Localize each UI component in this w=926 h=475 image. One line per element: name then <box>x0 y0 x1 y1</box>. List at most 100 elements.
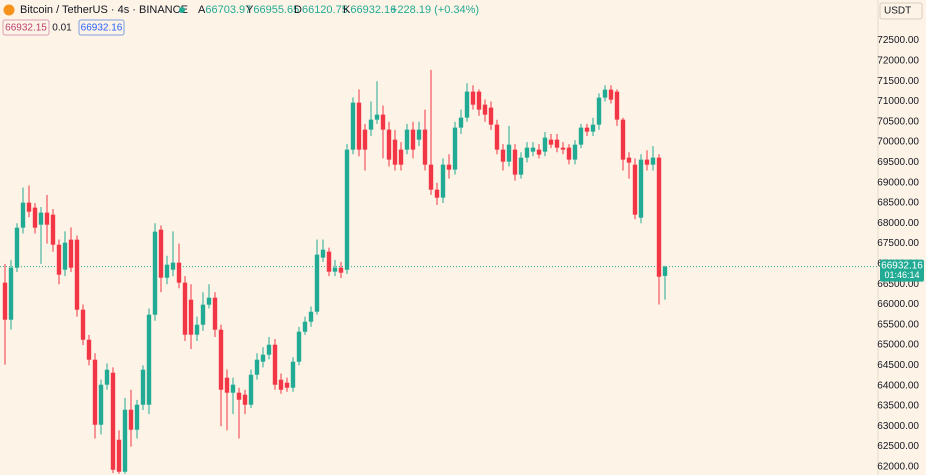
candle-body <box>500 149 506 162</box>
candle-body <box>374 114 380 120</box>
candle-body <box>512 149 518 175</box>
ohlc-value: 66120.75 <box>302 4 348 16</box>
ohlc-legend: A66703.97Y66955.65D66120.75K66932.16+228… <box>198 4 479 16</box>
candle-body <box>260 354 266 362</box>
candle-body <box>530 147 536 152</box>
candle-body <box>86 339 92 360</box>
candle-body <box>242 394 248 405</box>
candle-body <box>230 384 236 393</box>
candle-body <box>62 242 68 270</box>
y-tick-label: 69500.00 <box>877 157 919 168</box>
candle-body <box>224 377 230 393</box>
candle-body <box>590 124 596 132</box>
candle-body <box>404 129 410 150</box>
candle-body <box>446 164 452 170</box>
candle-body <box>440 164 446 198</box>
candle-body <box>488 107 494 125</box>
y-tick-label: 62000.00 <box>877 462 919 473</box>
y-tick-label: 64500.00 <box>877 360 919 371</box>
candle-body <box>92 359 98 425</box>
sell-box[interactable] <box>2 19 50 36</box>
candle-body <box>8 267 14 320</box>
candle-body <box>122 409 128 472</box>
candle-body <box>20 202 26 228</box>
ohlc-value: 66932.16 <box>350 4 396 16</box>
candle-body <box>254 359 260 375</box>
candle-body <box>116 439 122 472</box>
candle-body <box>506 144 512 162</box>
candle-body <box>266 344 272 355</box>
candle-body <box>656 157 662 277</box>
symbol-icon <box>3 4 15 16</box>
y-tick-label: 66500.00 <box>877 279 919 290</box>
candle-body <box>26 202 32 212</box>
candle-body <box>620 119 626 160</box>
y-tick-label: 65000.00 <box>877 340 919 351</box>
price-label: 66932.16 <box>881 260 923 271</box>
currency-label[interactable]: USDT <box>884 6 911 17</box>
candle-body <box>452 127 458 170</box>
candle-body <box>206 297 212 305</box>
candle-body <box>416 129 422 140</box>
status-dot <box>179 7 185 13</box>
candle-body <box>596 97 602 125</box>
ohlc-letter: D <box>294 4 302 16</box>
candle-body <box>74 239 80 310</box>
candle-body <box>464 91 470 118</box>
candle-body <box>470 91 476 105</box>
candle-body <box>128 409 134 430</box>
candle-body <box>200 304 206 325</box>
candle-body <box>194 324 200 335</box>
candle-body <box>542 137 548 152</box>
currency-button[interactable] <box>879 2 923 20</box>
candle-body <box>356 102 362 150</box>
y-tick-label: 71000.00 <box>877 96 919 107</box>
candle-body <box>518 157 524 175</box>
candle-body <box>332 267 338 272</box>
ohlc-item: K66932.16 <box>343 4 396 16</box>
candle-body <box>584 127 590 132</box>
candle-body <box>158 229 164 278</box>
candle-body <box>608 89 614 100</box>
candle-body <box>188 299 194 335</box>
candle-body <box>566 147 572 160</box>
candle-body <box>320 249 326 258</box>
candle-body <box>212 297 218 330</box>
buy-price[interactable]: 66932.16 <box>81 23 123 34</box>
candle-body <box>536 149 542 155</box>
y-tick-label: 63500.00 <box>877 401 919 412</box>
candle-body <box>110 372 116 470</box>
symbol-title: Bitcoin / TetherUS · 4s · BINANCE <box>20 4 188 16</box>
candle-body <box>164 264 170 278</box>
y-tick-label: 68000.00 <box>877 218 919 229</box>
candle-body <box>554 139 560 148</box>
candle-body <box>272 344 278 385</box>
candle-body <box>632 164 638 215</box>
candle-body <box>68 239 74 268</box>
y-tick-label: 72000.00 <box>877 56 919 67</box>
candle-body <box>572 144 578 160</box>
candle-body <box>14 227 20 268</box>
candle-body <box>482 104 488 115</box>
buy-box[interactable] <box>78 19 125 36</box>
candle-body <box>50 214 56 245</box>
candle-body <box>386 129 392 160</box>
y-tick-label: 70500.00 <box>877 116 919 127</box>
candle-body <box>458 117 464 128</box>
candle-body <box>428 164 434 190</box>
sell-price[interactable]: 66932.15 <box>5 23 47 34</box>
candle-body <box>290 361 296 388</box>
candle-body <box>152 231 158 315</box>
candle-body <box>392 139 398 165</box>
y-tick-label: 66000.00 <box>877 299 919 310</box>
candle-body <box>476 91 482 110</box>
candle-body <box>410 129 416 150</box>
y-tick-label: 64000.00 <box>877 380 919 391</box>
candle-body <box>422 129 428 165</box>
candle-body <box>2 282 8 320</box>
candle-body <box>80 309 86 340</box>
y-tick-label: 67500.00 <box>877 238 919 249</box>
price-label-box <box>880 259 924 282</box>
